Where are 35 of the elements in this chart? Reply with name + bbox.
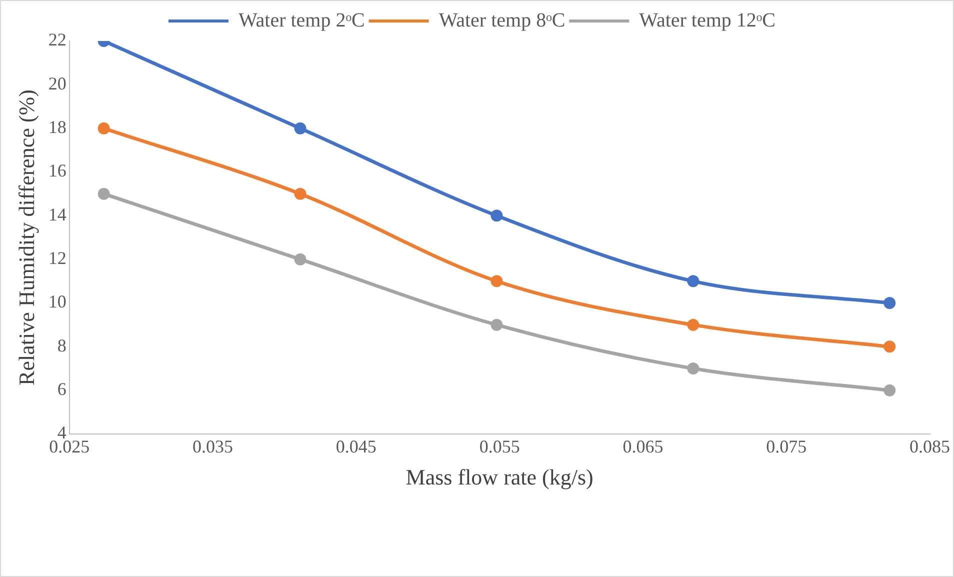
y-tick-label: 22 <box>48 30 66 50</box>
x-axis-title: Mass flow rate (kg/s) <box>406 464 594 490</box>
point <box>884 340 896 353</box>
legend-label: Water temp 2ᵒC <box>238 9 365 32</box>
x-tick-label: 0.075 <box>766 436 807 457</box>
point <box>490 275 503 288</box>
y-tick-label: 10 <box>48 292 66 312</box>
x-tick-label: 0.065 <box>622 436 664 457</box>
point <box>490 318 503 331</box>
legend-label: Water temp 8ᵒC <box>438 9 566 32</box>
point <box>687 275 700 288</box>
y-tick-label: 16 <box>48 160 66 181</box>
y-tick-label: 12 <box>48 248 66 268</box>
legend-label: Water temp 12ᵒC <box>639 9 776 32</box>
point <box>687 362 700 374</box>
point <box>884 384 896 396</box>
y-axis-title: Relative Humidity difference (%) <box>14 90 39 386</box>
y-tick-label: 8 <box>57 335 66 356</box>
point <box>98 122 110 134</box>
point <box>687 318 700 331</box>
x-tick-label: 0.055 <box>479 436 520 457</box>
point <box>98 188 110 200</box>
point <box>294 253 306 266</box>
y-tick-label: 20 <box>48 73 66 94</box>
x-tick-label: 0.025 <box>49 436 90 457</box>
y-tick-label: 14 <box>48 204 66 224</box>
x-tick-label: 0.045 <box>336 436 376 457</box>
point <box>294 188 306 200</box>
point <box>490 210 503 222</box>
y-tick-label: 18 <box>48 117 66 138</box>
x-tick-label: 0.035 <box>192 436 234 457</box>
y-tick-label: 6 <box>57 379 66 400</box>
x-tick-label: 0.085 <box>910 436 950 457</box>
point <box>294 122 306 134</box>
point <box>884 297 896 309</box>
